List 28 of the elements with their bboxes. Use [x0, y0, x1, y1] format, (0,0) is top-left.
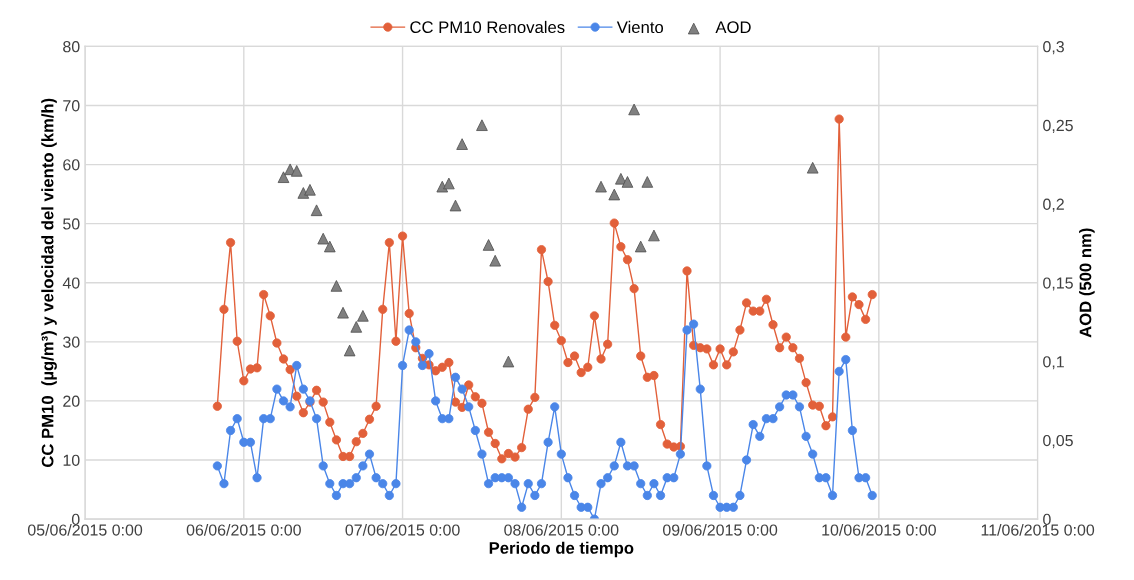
y-tick-label: 20 — [63, 395, 80, 407]
y2-tick-label: 0,2 — [1043, 198, 1064, 212]
y2-tick-label: 0,25 — [1043, 119, 1073, 134]
legend-label: AOD — [715, 21, 751, 34]
y-tick-label: 80 — [63, 41, 80, 53]
x-tick-label: 07/06/2015 0:00 — [345, 523, 460, 536]
y2-tick-label: 0,1 — [1043, 356, 1064, 370]
x-tick-label: 11/06/2015 0:00 — [981, 523, 1095, 536]
x-tick-label: 09/06/2015 0:00 — [662, 523, 778, 536]
x-tick-label: 10/06/2015 0:00 — [822, 523, 936, 536]
x-tick-label: 08/06/2015 0:00 — [504, 523, 619, 536]
y2-tick-label: 0 — [1043, 513, 1051, 526]
y2-tick-label: 0,15 — [1043, 277, 1073, 291]
y-tick-label: 70 — [63, 100, 80, 112]
y2-axis-title: AOD (500 nm) — [1079, 228, 1095, 338]
y-axis-title: CC PM10 (µg/m³) y velocidad del viento (km/h) — [41, 98, 57, 467]
y2-tick-label: 0,05 — [1043, 434, 1073, 449]
y2-tick-label: 0,3 — [1043, 41, 1064, 55]
x-tick-label: 06/06/2015 0:00 — [186, 523, 301, 536]
y-tick-label: 30 — [63, 336, 80, 348]
x-tick-label: 05/06/2015 0:00 — [27, 523, 143, 536]
y-tick-label: 50 — [63, 218, 80, 230]
y-tick-label: 40 — [62, 277, 80, 289]
y-tick-label: 60 — [63, 159, 80, 171]
legend-label: Viento — [616, 20, 664, 34]
y-tick-label: 10 — [63, 454, 80, 466]
legend-label: CC PM10 Renovales — [410, 20, 565, 34]
x-axis-title: Periodo de tiempo — [489, 541, 634, 558]
